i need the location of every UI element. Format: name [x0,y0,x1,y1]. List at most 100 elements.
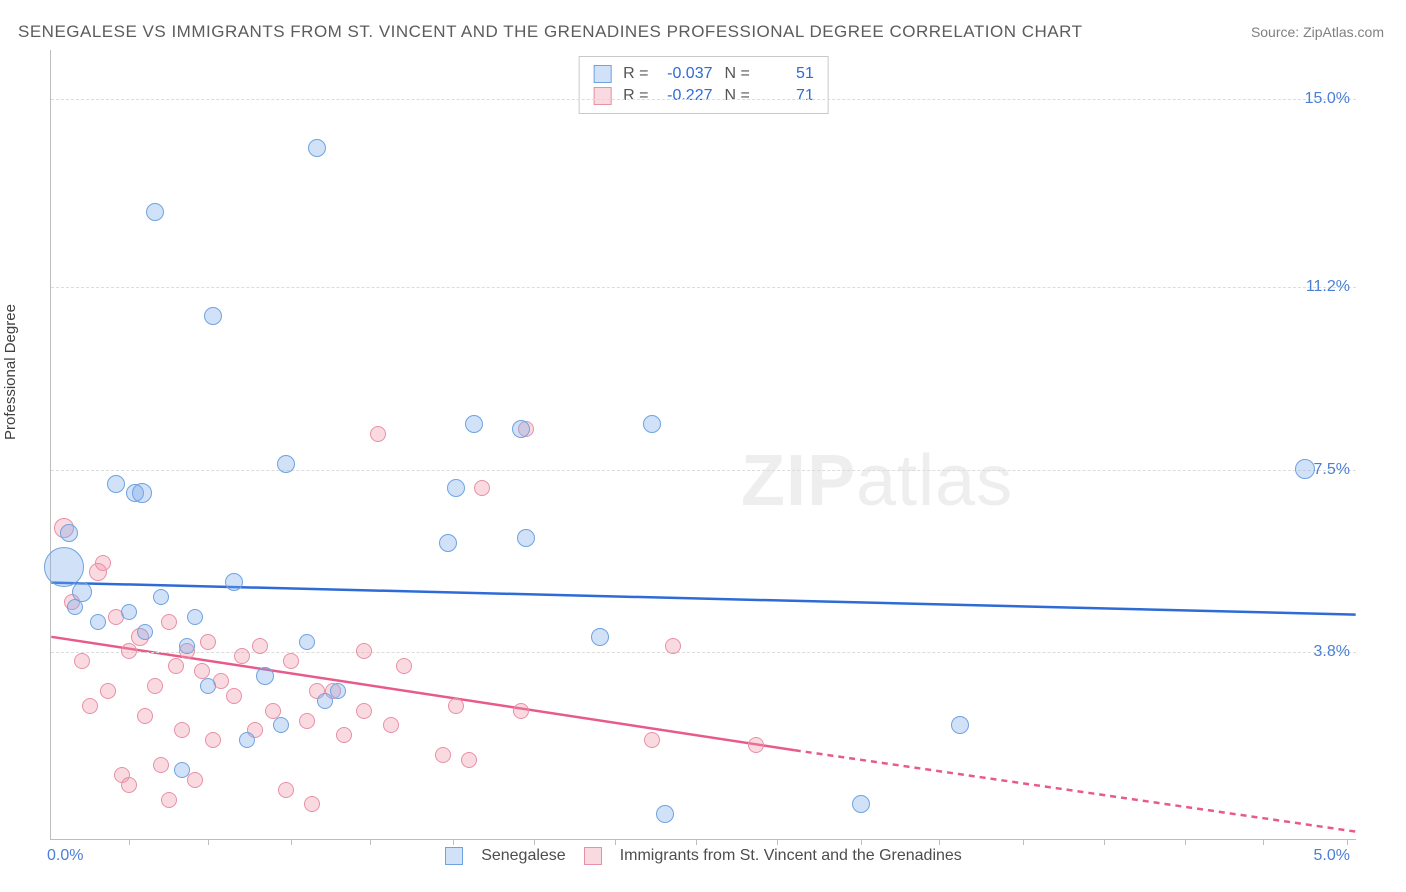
data-point [121,777,137,793]
legend-label-a: Senegalese [481,847,566,865]
data-point [447,479,465,497]
data-point [278,782,294,798]
x-tick [939,839,940,845]
data-point [60,524,78,542]
data-point [200,678,216,694]
data-point [656,805,674,823]
data-point [95,555,111,571]
data-point [299,634,315,650]
r-label: R = [623,85,648,107]
data-point [256,667,274,685]
data-point [265,703,281,719]
trend-lines [51,50,1356,839]
data-point [194,663,210,679]
data-point [100,683,116,699]
data-point [239,732,255,748]
data-point [283,653,299,669]
gridline [51,99,1356,100]
data-point [147,678,163,694]
data-point [205,732,221,748]
data-point [308,139,326,157]
x-tick [696,839,697,845]
data-point [153,757,169,773]
data-point [137,708,153,724]
x-tick [861,839,862,845]
x-tick [1104,839,1105,845]
data-point [146,203,164,221]
data-point [44,547,84,587]
data-point [273,717,289,733]
data-point [187,772,203,788]
data-point [82,698,98,714]
swatch-b [584,847,602,865]
data-point [234,648,250,664]
x-tick [1347,839,1348,845]
x-tick [777,839,778,845]
data-point [204,307,222,325]
data-point [299,713,315,729]
gridline [51,470,1356,471]
x-tick [1023,839,1024,845]
x-tick [1263,839,1264,845]
series-legend: Senegalese Immigrants from St. Vincent a… [51,847,1356,865]
data-point [591,628,609,646]
n-value-b: 71 [762,85,814,107]
data-point [644,732,660,748]
n-label: N = [725,63,750,85]
x-tick [370,839,371,845]
data-point [643,415,661,433]
x-tick [291,839,292,845]
n-value-a: 51 [762,63,814,85]
y-tick-label: 7.5% [1314,461,1350,479]
data-point [200,634,216,650]
data-point [90,614,106,630]
chart-title: SENEGALESE VS IMMIGRANTS FROM ST. VINCEN… [18,22,1082,42]
data-point [168,658,184,674]
data-point [396,658,412,674]
data-point [226,688,242,704]
x-tick [534,839,535,845]
watermark-rest: atlas [856,441,1013,521]
data-point [448,698,464,714]
data-point [474,480,490,496]
data-point [179,638,195,654]
x-tick [208,839,209,845]
r-label: R = [623,63,648,85]
data-point [1295,459,1315,479]
data-point [513,703,529,719]
data-point [174,722,190,738]
data-point [252,638,268,654]
data-point [356,703,372,719]
legend-label-b: Immigrants from St. Vincent and the Gren… [620,847,962,865]
data-point [336,727,352,743]
data-point [277,455,295,473]
legend-row-a: R = -0.037 N = 51 [593,63,814,85]
gridline [51,287,1356,288]
data-point [512,420,530,438]
source-label: Source: ZipAtlas.com [1251,24,1384,40]
data-point [461,752,477,768]
data-point [517,529,535,547]
data-point [121,604,137,620]
data-point [187,609,203,625]
data-point [951,716,969,734]
swatch-b [593,87,611,105]
watermark-bold: ZIP [741,441,856,521]
data-point [370,426,386,442]
data-point [132,483,152,503]
data-point [153,589,169,605]
x-tick [615,839,616,845]
r-value-a: -0.037 [661,63,713,85]
data-point [356,643,372,659]
data-point [465,415,483,433]
data-point [852,795,870,813]
y-tick-label: 11.2% [1306,278,1350,296]
n-label: N = [725,85,750,107]
data-point [121,643,137,659]
y-tick-label: 3.8% [1314,643,1350,661]
data-point [304,796,320,812]
x-tick [129,839,130,845]
data-point [74,653,90,669]
y-axis-label: Professional Degree [2,304,19,440]
data-point [435,747,451,763]
